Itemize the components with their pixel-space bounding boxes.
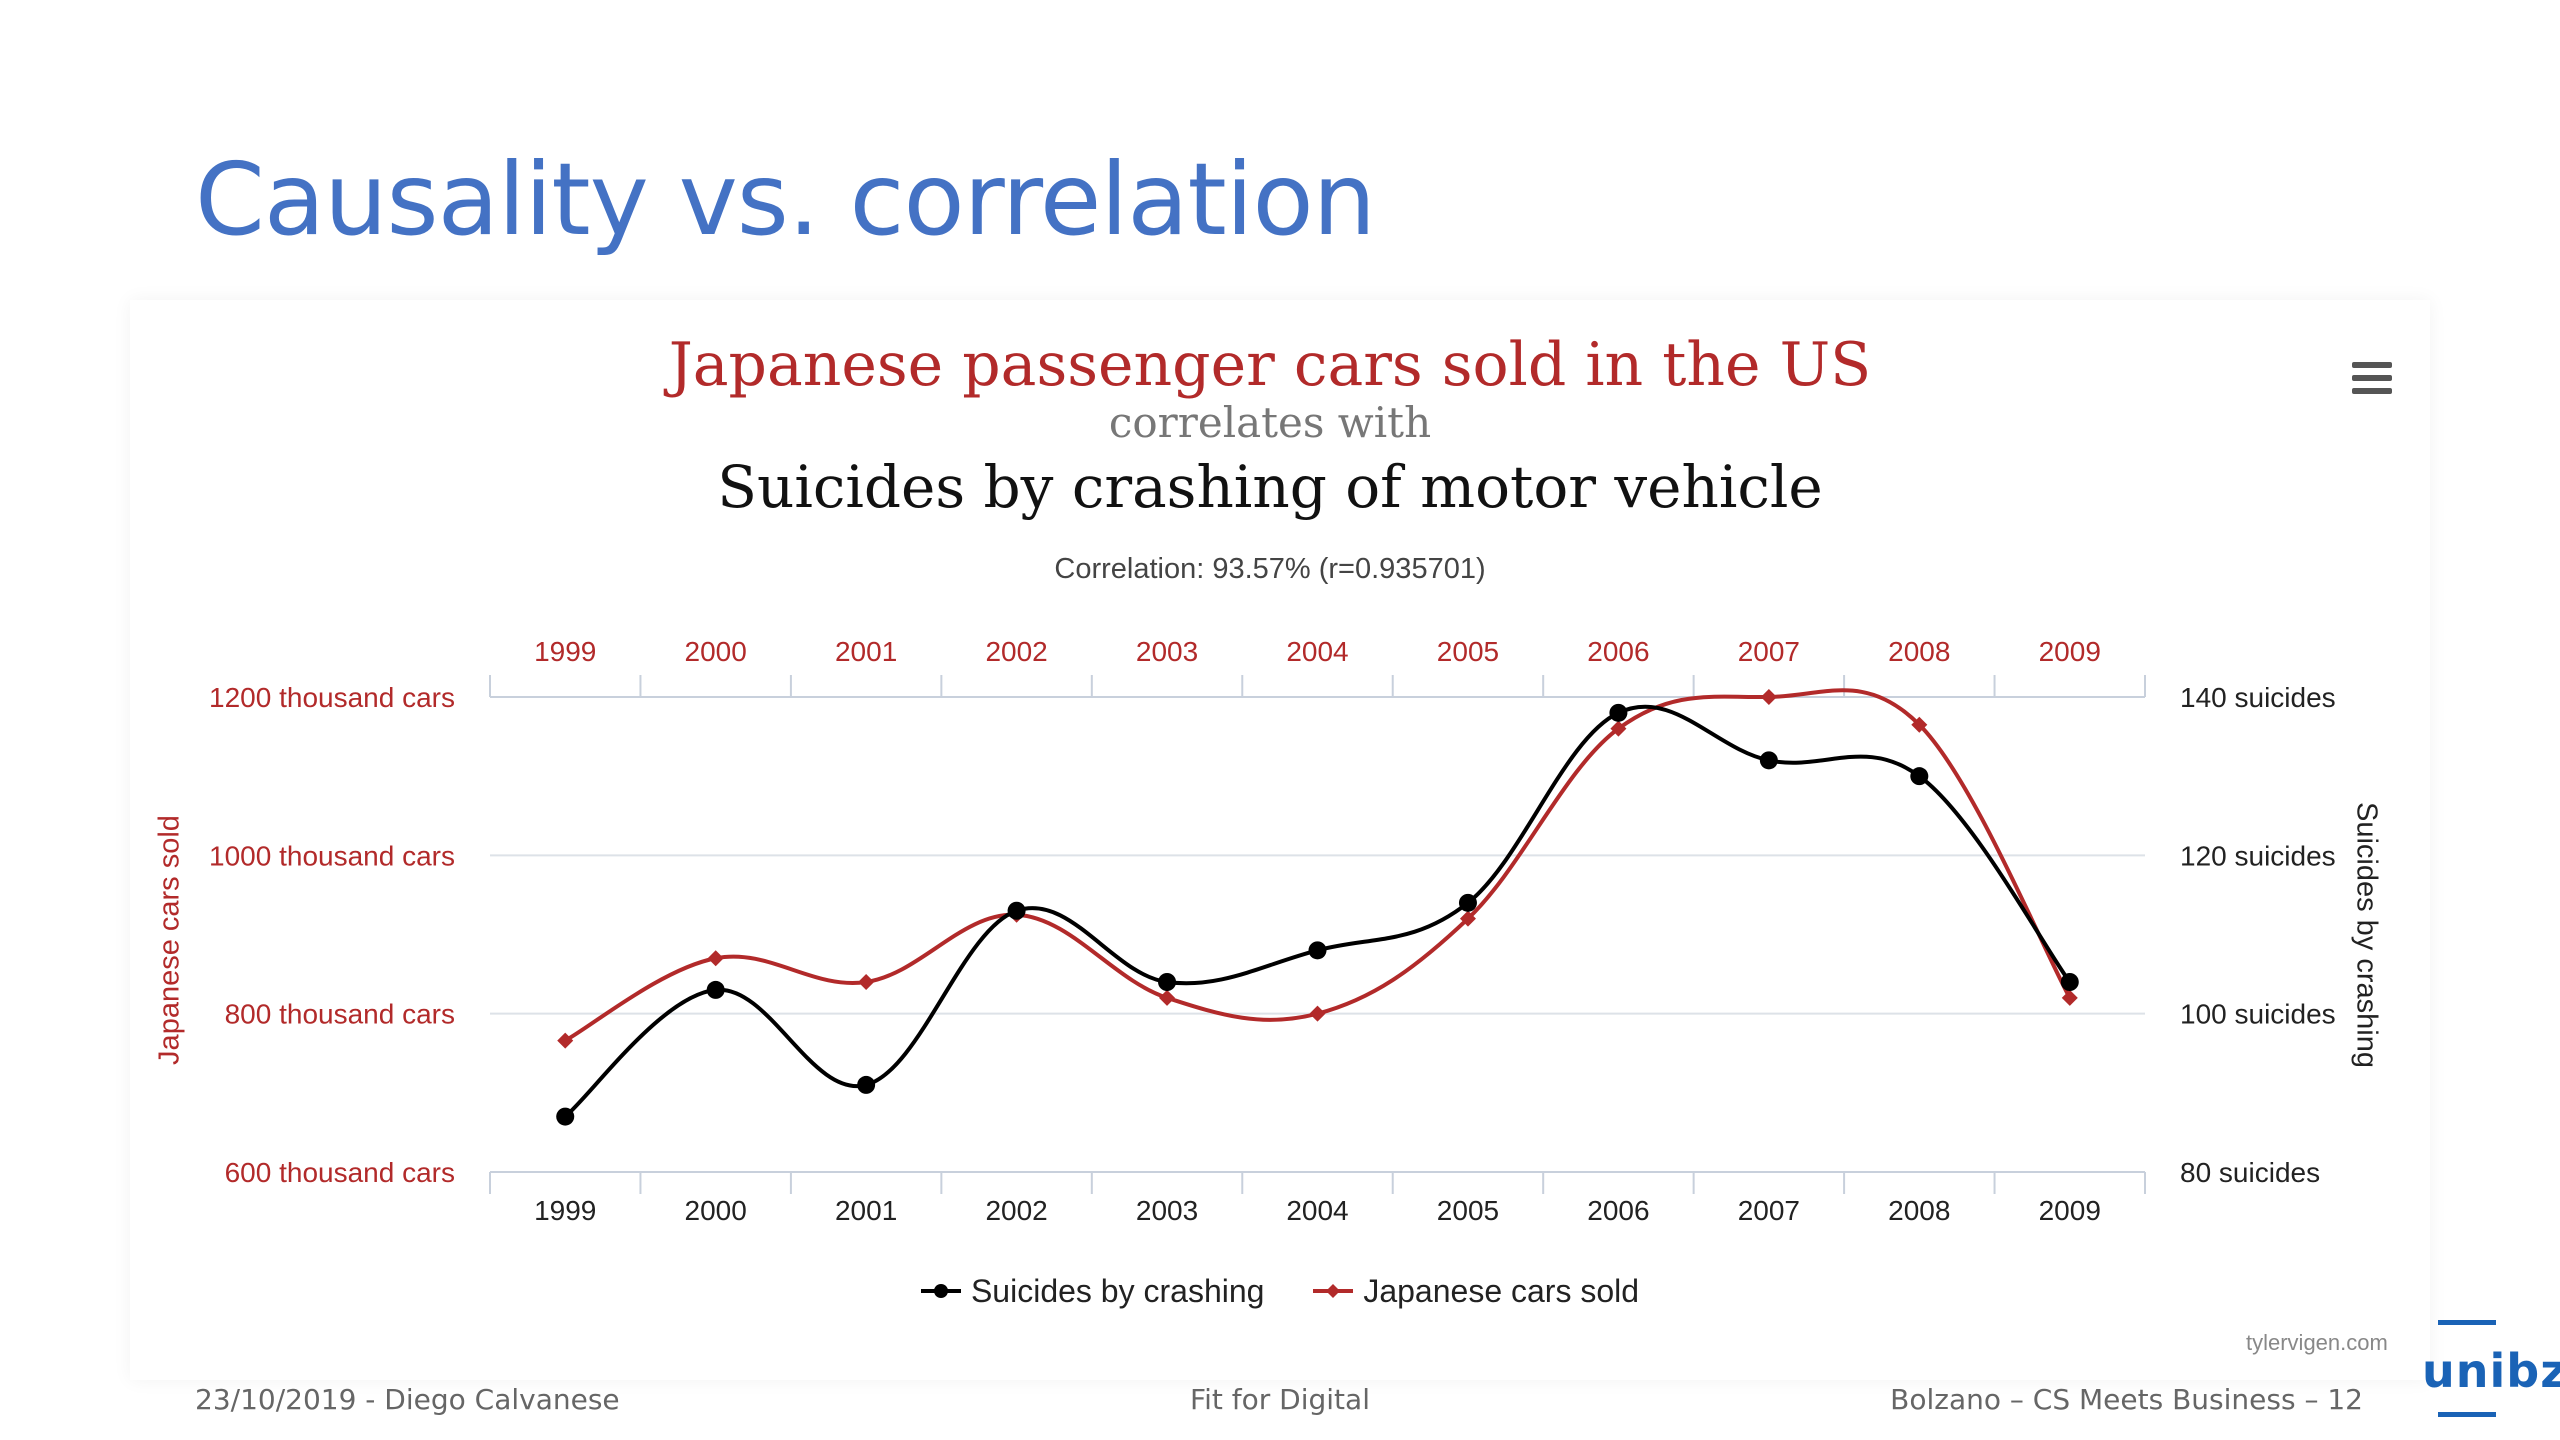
unibz-logo: unibz: [2418, 1320, 2560, 1425]
x-tick-label-bottom: 2005: [1437, 1195, 1499, 1226]
data-point-cars: [1459, 910, 1476, 927]
data-point-cars: [557, 1032, 574, 1049]
data-point-suicides: [1910, 767, 1929, 786]
footer-event: Fit for Digital: [1190, 1383, 1370, 1416]
data-point-suicides: [1759, 751, 1778, 770]
y-right-tick-label: 80 suicides: [2180, 1157, 2320, 1188]
series-line-japanese-cars: [564, 688, 2072, 1043]
x-tick-label-bottom: 2000: [685, 1195, 747, 1226]
logo-text: unibz: [2422, 1344, 2560, 1398]
legend-label-cars: Japanese cars sold: [1363, 1272, 1640, 1309]
x-tick-label-bottom: 2004: [1286, 1195, 1348, 1226]
data-point-suicides: [1609, 703, 1628, 722]
y-left-tick-label: 1000 thousand cars: [209, 840, 455, 871]
menu-bar: [2352, 388, 2392, 394]
x-tick-label-top: 2008: [1888, 636, 1950, 667]
data-point-cars: [2061, 989, 2078, 1006]
data-point-suicides: [1158, 973, 1177, 991]
x-tick-label-bottom: 2001: [835, 1195, 897, 1226]
chart-subtitle: Correlation: 93.57% (r=0.935701): [1054, 553, 1486, 585]
data-point-cars: [1159, 989, 1176, 1006]
footer-page-info: Bolzano – CS Meets Business – 12: [1890, 1383, 2363, 1416]
source-credit[interactable]: tylervigen.com: [2246, 1330, 2388, 1355]
chart-title-secondary: Suicides by crashing of motor vehicle: [717, 453, 1823, 521]
chart-title: Japanese passenger cars sold in the US: [668, 330, 1872, 400]
logo-bar-bottom: [2438, 1412, 2496, 1417]
x-tick-label-bottom: 2003: [1136, 1195, 1198, 1226]
menu-bar: [2352, 362, 2392, 368]
x-tick-label-top: 2004: [1286, 636, 1348, 667]
data-point-cars: [1760, 689, 1777, 705]
x-tick-label-bottom: 2008: [1888, 1195, 1950, 1226]
x-tick-label-top: 2007: [1738, 636, 1800, 667]
series-line-suicides: [563, 704, 2072, 1119]
data-point-suicides: [857, 1075, 876, 1094]
y-right-tick-label: 100 suicides: [2180, 999, 2336, 1030]
y-right-tick-label: 120 suicides: [2180, 840, 2336, 871]
legend-item-suicides[interactable]: Suicides by crashing: [920, 1272, 1265, 1310]
y-left-tick-label: 600 thousand cars: [225, 1157, 455, 1188]
legend-marker-circle: [920, 1284, 961, 1298]
logo-bar-top: [2438, 1320, 2496, 1325]
x-tick-label-top: 2009: [2039, 636, 2101, 667]
data-point-cars: [1911, 716, 1928, 733]
data-point-suicides: [556, 1107, 575, 1126]
legend-marker-diamond: [1313, 1284, 1354, 1298]
chart-connector-text: correlates with: [1108, 398, 1432, 447]
y-axis-left-title: Japanese cars sold: [153, 815, 186, 1065]
slide-title: Causality vs. correlation: [195, 141, 1376, 258]
data-point-suicides: [706, 980, 725, 999]
x-tick-label-top: 2005: [1437, 636, 1499, 667]
data-point-suicides: [2060, 973, 2079, 991]
data-point-cars: [707, 950, 724, 967]
y-right-tick-label: 140 suicides: [2180, 682, 2336, 713]
x-tick-label-bottom: 1999: [534, 1195, 596, 1226]
data-point-cars: [858, 974, 875, 990]
legend-item-cars[interactable]: Japanese cars sold: [1313, 1273, 1639, 1310]
x-tick-label-bottom: 2007: [1738, 1195, 1800, 1226]
y-axis-right-title: Suicides by crashing: [2350, 802, 2383, 1068]
data-point-suicides: [1007, 901, 1026, 920]
menu-bar: [2352, 375, 2392, 381]
x-tick-label-top: 1999: [534, 636, 596, 667]
x-tick-label-bottom: 2009: [2039, 1195, 2101, 1226]
data-point-suicides: [1458, 893, 1477, 912]
x-tick-label-bottom: 2002: [985, 1195, 1047, 1226]
x-tick-label-top: 2006: [1587, 636, 1649, 667]
data-point-cars: [1309, 1005, 1326, 1022]
legend-label-suicides: Suicides by crashing: [970, 1272, 1265, 1309]
chart-legend: Suicides by crashing Japanese cars sold: [0, 1272, 2560, 1310]
hamburger-menu-icon[interactable]: [2352, 362, 2392, 396]
x-tick-label-top: 2000: [685, 636, 747, 667]
y-left-tick-label: 800 thousand cars: [225, 999, 455, 1030]
data-point-cars: [1610, 720, 1627, 737]
x-tick-label-top: 2001: [835, 636, 897, 667]
x-tick-label-top: 2002: [985, 636, 1047, 667]
data-point-suicides: [1308, 941, 1327, 960]
chart-panel: [130, 300, 2430, 1380]
footer-date-author: 23/10/2019 - Diego Calvanese: [195, 1383, 620, 1416]
y-left-tick-label: 1200 thousand cars: [209, 682, 455, 713]
x-tick-label-top: 2003: [1136, 636, 1198, 667]
x-tick-label-bottom: 2006: [1587, 1195, 1649, 1226]
